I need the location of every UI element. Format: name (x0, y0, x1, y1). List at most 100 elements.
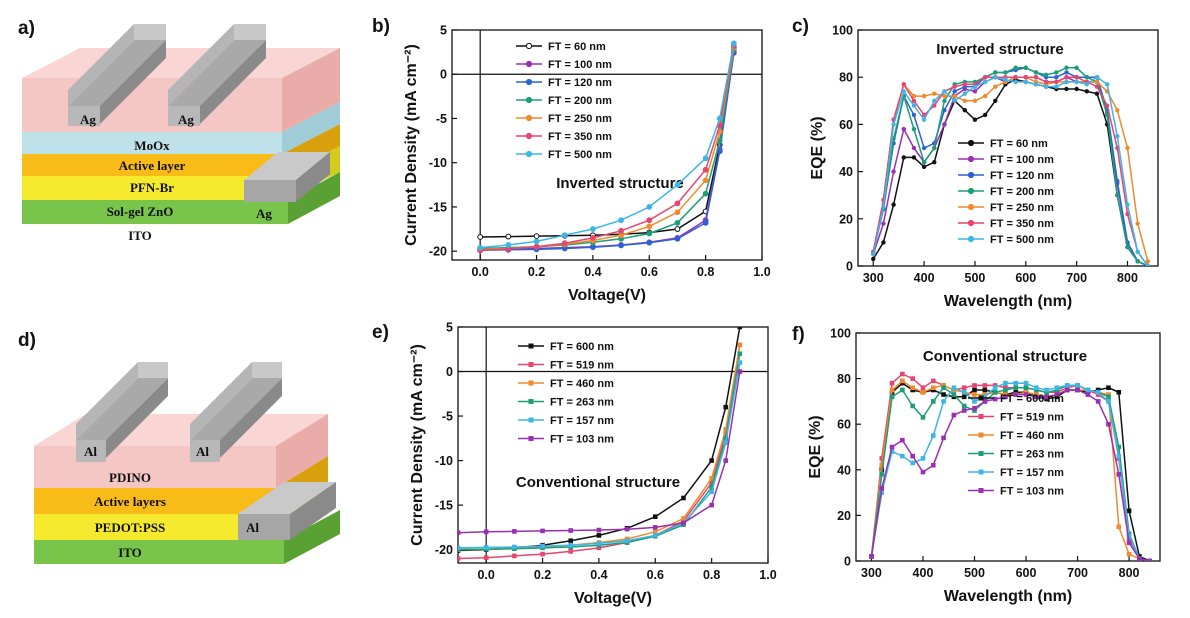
legend-label: FT = 519 nm (1000, 412, 1064, 424)
data-point (982, 399, 988, 404)
data-point (962, 82, 967, 87)
y-tick-label: -10 (429, 156, 447, 170)
legend-label: FT = 100 nm (548, 59, 612, 71)
y-tick-label: 20 (839, 212, 853, 226)
top-contact-d2-face (190, 378, 282, 440)
layer-ito-side (288, 172, 340, 224)
x-axis-label: Wavelength (nm) (944, 588, 1072, 605)
y-tick-label: 80 (837, 372, 851, 386)
x-tick-label: 0.2 (534, 568, 551, 582)
data-point (1013, 75, 1018, 80)
data-point (900, 371, 905, 377)
legend-swatch-marker (525, 42, 533, 50)
data-point (512, 553, 517, 559)
data-point (930, 399, 936, 404)
legend-label: FT = 200 nm (990, 186, 1054, 198)
data-point (458, 545, 461, 551)
x-tick-label: 700 (1067, 566, 1088, 580)
data-point (1116, 524, 1122, 530)
data-point (458, 530, 461, 536)
data-point (1074, 86, 1079, 92)
legend-label: FT = 60 nm (990, 138, 1048, 150)
y-axis-label: EQE (%) (809, 116, 826, 179)
data-point (646, 217, 653, 224)
data-point (1033, 70, 1039, 75)
data-point (561, 240, 568, 247)
data-point (982, 383, 988, 388)
layer-pfn (22, 154, 282, 176)
data-point (590, 234, 596, 241)
data-point (901, 126, 906, 132)
data-point (723, 404, 729, 410)
data-point (1013, 385, 1019, 391)
data-point (1003, 77, 1008, 82)
side-contact-d-top (238, 482, 336, 514)
data-point (1116, 389, 1122, 395)
contact-label-1: Ag (80, 112, 96, 127)
layer-moox (22, 78, 282, 132)
data-point (674, 226, 681, 232)
data-point (1094, 84, 1100, 89)
legend-swatch-marker (978, 432, 984, 438)
data-point (1064, 70, 1069, 75)
data-point (483, 545, 489, 550)
series-line-1 (872, 78, 1149, 266)
x-tick-label: 0.2 (528, 265, 545, 279)
data-point (972, 399, 977, 404)
legend-swatch-marker (525, 78, 533, 86)
legend-swatch-marker (967, 155, 975, 163)
data-point (889, 444, 895, 450)
data-point (961, 389, 967, 395)
top-contact-2-top (168, 24, 234, 106)
legend-label: FT = 460 nm (550, 378, 614, 390)
data-point (737, 327, 743, 330)
layer-ito-d-side (284, 510, 340, 564)
series-line-6 (872, 76, 1149, 266)
data-point (972, 84, 978, 89)
legend-swatch-marker (978, 469, 984, 475)
data-point (951, 412, 957, 418)
data-point (1054, 75, 1059, 80)
data-point (624, 526, 630, 532)
data-point (910, 453, 915, 459)
data-point (737, 360, 743, 365)
data-point (920, 389, 926, 395)
contact-label-2: Ag (178, 112, 194, 127)
layer-label-active: Active layer (119, 158, 186, 173)
side-contact-d-side (290, 482, 336, 540)
data-point (952, 84, 957, 89)
layer-ito (22, 200, 288, 224)
data-point (900, 387, 905, 393)
data-point (533, 233, 540, 240)
legend-swatch-marker (528, 380, 534, 386)
data-point (1074, 79, 1079, 85)
layer-zno (22, 176, 282, 200)
data-point (1034, 385, 1039, 391)
legend-swatch-marker (528, 436, 534, 441)
x-tick-label: 0.4 (590, 568, 607, 582)
chart-title: Inverted structure (556, 175, 684, 192)
x-tick-label: 500 (965, 271, 986, 285)
data-point (910, 460, 915, 466)
contact-d-label-2: Al (196, 444, 209, 459)
legend-label: FT = 600 nm (550, 341, 614, 353)
legend-swatch-marker (967, 187, 975, 195)
y-tick-label: 40 (837, 463, 851, 477)
data-point (505, 233, 512, 240)
y-tick-label: -15 (429, 200, 447, 214)
data-point (702, 219, 709, 226)
data-point (1106, 421, 1111, 427)
x-tick-label: 0.6 (647, 568, 664, 582)
layer-label-active-d: Active layers (94, 494, 166, 509)
data-point (458, 556, 461, 561)
data-point (1033, 82, 1039, 87)
data-point (871, 256, 876, 262)
data-point (871, 252, 876, 257)
data-point (1023, 385, 1029, 391)
data-point (1145, 263, 1151, 266)
y-axis-label: Current Density (mA cm⁻²) (409, 344, 426, 546)
data-point (982, 394, 988, 400)
data-point (1116, 444, 1122, 450)
data-point (942, 89, 947, 94)
data-point (961, 408, 967, 413)
